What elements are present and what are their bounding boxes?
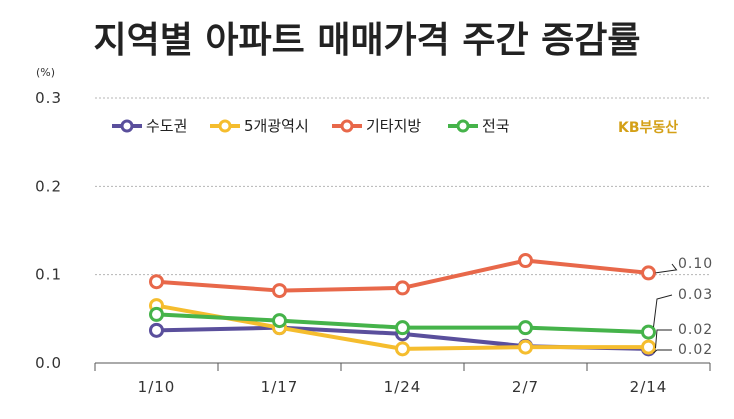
data-point xyxy=(272,313,287,329)
data-point xyxy=(149,322,164,338)
x-tick-label: 1/24 xyxy=(384,378,422,396)
callout-label: 0.02 xyxy=(678,322,713,338)
legend-label: 수도권 xyxy=(146,117,187,135)
x-tick-label: 1/10 xyxy=(138,378,176,396)
legend-swatch-marker xyxy=(340,119,354,133)
legend-item: 수도권 xyxy=(112,117,187,135)
chart-title: 지역별 아파트 매매가격 주간 증감률 xyxy=(94,20,641,61)
callout-label: 0.10 xyxy=(678,256,713,272)
brand-logo: KB부동산 xyxy=(618,119,678,136)
data-point xyxy=(272,283,287,299)
callout-label: 0.02 xyxy=(678,342,713,358)
callouts: 0.10 0.03 0.02 0.02 xyxy=(653,256,713,358)
axes xyxy=(94,362,711,371)
data-point xyxy=(395,320,410,336)
callout-label: 0.03 xyxy=(678,287,713,303)
legend-item: 5개광역시 xyxy=(210,117,309,135)
callout-leader xyxy=(653,349,672,354)
legend-item: 기타지방 xyxy=(332,117,421,135)
y-tick-label: 0.2 xyxy=(35,177,62,195)
legend-swatch-marker xyxy=(218,119,232,133)
series-3 xyxy=(149,253,656,299)
x-tick-label: 2/7 xyxy=(512,378,539,396)
legend-swatch-marker xyxy=(120,119,134,133)
x-tick-label: 2/14 xyxy=(630,378,668,396)
legend-label: 기타지방 xyxy=(366,117,421,135)
callout-leader xyxy=(653,294,673,328)
legend-item: 전국 xyxy=(448,117,510,135)
data-point xyxy=(518,253,533,269)
legend-label: 5개광역시 xyxy=(244,117,309,135)
y-tick-label: 0.1 xyxy=(35,266,62,284)
y-tick-label: 0.3 xyxy=(35,89,62,107)
callout-leader xyxy=(655,263,678,274)
data-point xyxy=(518,320,533,336)
data-point xyxy=(149,274,164,290)
callout-leader xyxy=(655,329,672,349)
series-4 xyxy=(149,306,656,340)
tick-labels: 0.0 0.1 0.2 0.3 1/10 1/17 1/24 2/7 2/14 xyxy=(35,89,668,396)
data-point xyxy=(395,280,410,296)
x-tick-label: 1/17 xyxy=(261,378,299,396)
data-point xyxy=(395,341,410,357)
data-point xyxy=(641,265,656,281)
y-axis-unit: (%) xyxy=(36,66,55,79)
y-tick-label: 0.0 xyxy=(35,354,62,372)
legend-swatch-marker xyxy=(456,119,470,133)
data-point xyxy=(641,324,656,340)
data-point xyxy=(518,339,533,355)
data-point xyxy=(149,306,164,322)
series-group xyxy=(149,253,656,357)
grid xyxy=(95,97,710,276)
legend-label: 전국 xyxy=(482,117,510,135)
legend: 수도권 5개광역시 기타지방 전국 xyxy=(112,117,510,135)
data-point xyxy=(641,339,656,355)
